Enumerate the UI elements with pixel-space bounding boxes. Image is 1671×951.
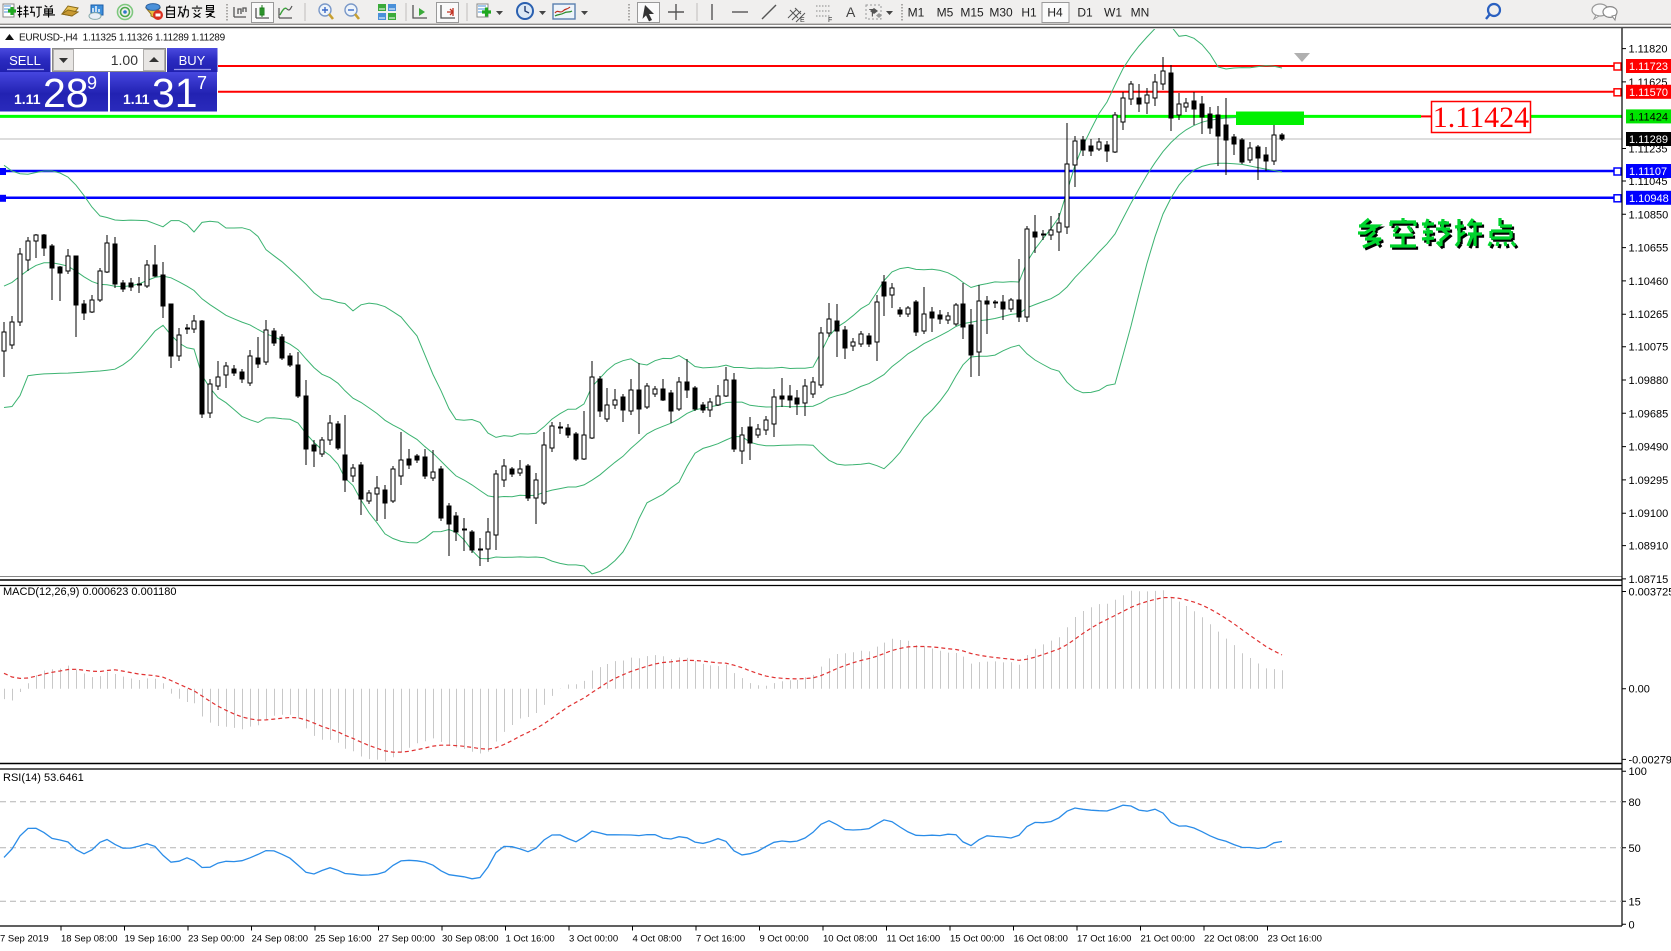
svg-text:7: 7 xyxy=(197,73,207,93)
svg-text:1.09880: 1.09880 xyxy=(1629,375,1669,387)
svg-text:M30: M30 xyxy=(989,6,1013,20)
svg-text:24 Sep 08:00: 24 Sep 08:00 xyxy=(252,934,309,945)
svg-text:16 Oct 08:00: 16 Oct 08:00 xyxy=(1014,934,1068,945)
svg-text:23 Sep 00:00: 23 Sep 00:00 xyxy=(188,934,245,945)
svg-text:M15: M15 xyxy=(960,6,984,20)
svg-text:1.09100: 1.09100 xyxy=(1629,508,1669,520)
svg-text:1.09685: 1.09685 xyxy=(1629,408,1669,420)
svg-text:27 Sep 00:00: 27 Sep 00:00 xyxy=(379,934,436,945)
svg-text:D1: D1 xyxy=(1077,6,1093,20)
svg-text:1.08715: 1.08715 xyxy=(1629,574,1669,586)
svg-text:1.11: 1.11 xyxy=(14,91,41,107)
svg-text:21 Oct 00:00: 21 Oct 00:00 xyxy=(1141,934,1195,945)
svg-text:19 Sep 16:00: 19 Sep 16:00 xyxy=(125,934,182,945)
svg-text:7 Sep 2019: 7 Sep 2019 xyxy=(0,934,49,945)
svg-text:1.09490: 1.09490 xyxy=(1629,442,1669,454)
svg-text:1.08910: 1.08910 xyxy=(1629,541,1669,553)
svg-text:9 Oct 00:00: 9 Oct 00:00 xyxy=(760,934,809,945)
svg-text:1.10850: 1.10850 xyxy=(1629,209,1669,221)
svg-text:1.11570: 1.11570 xyxy=(1629,87,1668,99)
svg-text:30 Sep 08:00: 30 Sep 08:00 xyxy=(442,934,499,945)
svg-text:EURUSD-,H4 1.11325 1.11326 1.: EURUSD-,H4 1.11325 1.11326 1.11289 1.112… xyxy=(19,33,226,44)
svg-text:15 Oct 00:00: 15 Oct 00:00 xyxy=(950,934,1004,945)
svg-text:1.11107: 1.11107 xyxy=(1629,166,1667,178)
svg-text:17 Oct 16:00: 17 Oct 16:00 xyxy=(1077,934,1131,945)
svg-text:100: 100 xyxy=(1629,766,1647,778)
svg-text:80: 80 xyxy=(1629,797,1641,809)
svg-text:15: 15 xyxy=(1629,896,1641,908)
svg-text:1.10948: 1.10948 xyxy=(1629,193,1669,205)
svg-text:1.10655: 1.10655 xyxy=(1629,243,1669,255)
svg-text:11 Oct 16:00: 11 Oct 16:00 xyxy=(887,934,941,945)
svg-text:22 Oct 08:00: 22 Oct 08:00 xyxy=(1204,934,1258,945)
svg-text:T: T xyxy=(869,8,876,20)
svg-text:F: F xyxy=(828,17,832,24)
svg-text:1.10075: 1.10075 xyxy=(1629,342,1669,354)
svg-text:28: 28 xyxy=(43,70,89,116)
svg-text:3 Oct 00:00: 3 Oct 00:00 xyxy=(569,934,618,945)
svg-text:H4: H4 xyxy=(1047,6,1063,20)
svg-text:0.003725: 0.003725 xyxy=(1629,587,1671,599)
svg-text:23 Oct 16:00: 23 Oct 16:00 xyxy=(1268,934,1322,945)
svg-text:25 Sep 16:00: 25 Sep 16:00 xyxy=(315,934,372,945)
svg-text:MACD(12,26,9) 0.000623 0.00118: MACD(12,26,9) 0.000623 0.001180 xyxy=(3,586,176,598)
svg-text:1.11: 1.11 xyxy=(123,91,150,107)
svg-text:1.11723: 1.11723 xyxy=(1629,61,1668,73)
svg-text:1.11235: 1.11235 xyxy=(1629,144,1668,156)
svg-text:BUY: BUY xyxy=(179,53,206,68)
svg-text:H1: H1 xyxy=(1021,6,1037,20)
svg-text:1.11289: 1.11289 xyxy=(1629,134,1668,146)
svg-text:A: A xyxy=(846,4,856,20)
svg-text:M5: M5 xyxy=(937,6,954,20)
svg-text:0: 0 xyxy=(1629,919,1635,931)
svg-text:9: 9 xyxy=(87,73,97,93)
svg-text:1.00: 1.00 xyxy=(111,52,138,68)
svg-text:MN: MN xyxy=(1131,6,1150,20)
svg-text:1.11424: 1.11424 xyxy=(1433,101,1529,134)
svg-text:W1: W1 xyxy=(1104,6,1122,20)
svg-text:31: 31 xyxy=(152,70,198,116)
svg-text:50: 50 xyxy=(1629,843,1641,855)
svg-text:RSI(14) 53.6461: RSI(14) 53.6461 xyxy=(3,772,84,784)
svg-text:4 Oct 08:00: 4 Oct 08:00 xyxy=(633,934,682,945)
svg-text:18 Sep 08:00: 18 Sep 08:00 xyxy=(61,934,118,945)
svg-text:1.11045: 1.11045 xyxy=(1629,176,1668,188)
svg-text:7 Oct 16:00: 7 Oct 16:00 xyxy=(696,934,745,945)
svg-text:0.00: 0.00 xyxy=(1629,684,1650,696)
svg-text:E: E xyxy=(800,17,805,24)
svg-text:1.10265: 1.10265 xyxy=(1629,309,1669,321)
svg-text:1.11424: 1.11424 xyxy=(1629,111,1668,123)
svg-text:1 Oct 16:00: 1 Oct 16:00 xyxy=(506,934,555,945)
svg-text:M1: M1 xyxy=(908,6,925,20)
svg-text:1.11820: 1.11820 xyxy=(1629,44,1668,56)
svg-text:10 Oct 08:00: 10 Oct 08:00 xyxy=(823,934,877,945)
svg-text:1.09295: 1.09295 xyxy=(1629,475,1669,487)
svg-text:1.10460: 1.10460 xyxy=(1629,276,1669,288)
svg-text:-0.002794: -0.002794 xyxy=(1629,754,1671,766)
svg-text:SELL: SELL xyxy=(9,53,41,68)
